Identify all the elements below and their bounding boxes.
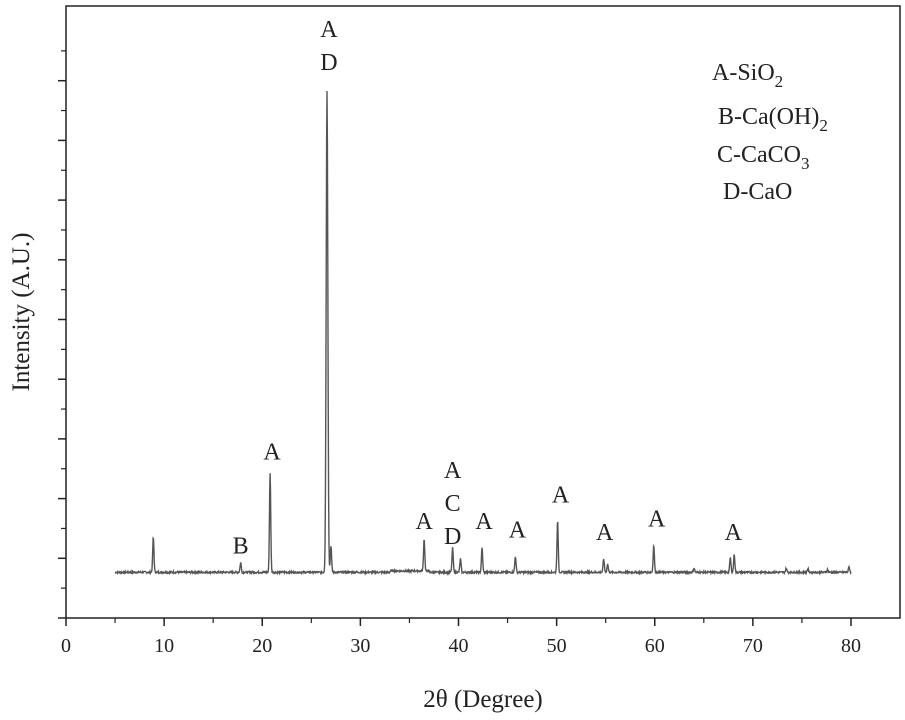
peak-label: A	[552, 482, 570, 508]
peak-label: B	[233, 533, 249, 559]
peak-label: A	[509, 517, 527, 543]
peak-label: A	[648, 507, 666, 533]
x-axis-ticks: 0 10 20 30 40 50 60 70 80	[61, 618, 861, 657]
plot-border	[65, 5, 901, 619]
x-axis-title: 2θ (Degree)	[423, 686, 543, 713]
peak-label: A	[596, 520, 614, 546]
x-tick-label: 50	[547, 635, 567, 657]
peak-label: A	[415, 509, 433, 535]
x-tick-label: 10	[154, 635, 174, 657]
peak-label: D	[444, 524, 461, 550]
legend: A-SiO2 B-Ca(OH)2 C-CaCO3 D-CaO	[712, 60, 828, 205]
x-tick-label: 40	[449, 635, 469, 657]
y-axis-title: Intensity (A.U.)	[8, 233, 35, 392]
peak-label: A	[725, 520, 743, 546]
y-axis-ticks	[58, 50, 66, 619]
legend-entry: B-Ca(OH)2	[718, 104, 828, 135]
xrd-spectrum-line	[114, 91, 852, 576]
x-tick-label: 20	[252, 635, 272, 657]
peak-label: A	[263, 439, 281, 465]
legend-entry: A-SiO2	[712, 60, 783, 91]
peak-label: A	[320, 17, 338, 43]
x-tick-label: 0	[61, 635, 71, 657]
legend-entry: D-CaO	[723, 179, 792, 205]
peak-label: D	[320, 50, 337, 76]
x-tick-label: 70	[743, 635, 763, 657]
x-tick-label: 80	[841, 635, 861, 657]
peak-label: A	[475, 509, 493, 535]
legend-entry: C-CaCO3	[717, 142, 810, 173]
peak-label: C	[445, 491, 461, 517]
x-tick-label: 30	[350, 635, 370, 657]
x-tick-label: 60	[645, 635, 665, 657]
peak-label: A	[444, 458, 462, 484]
plot-frame	[65, 5, 901, 619]
